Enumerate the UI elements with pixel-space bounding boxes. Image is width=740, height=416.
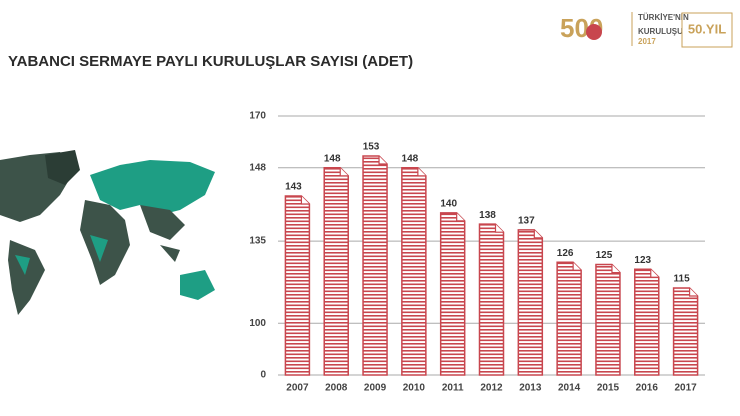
bar-fold [650,269,659,278]
bar [634,268,660,376]
y-tick-label: 100 [249,318,266,329]
x-tick-label: 2007 [286,383,309,394]
logo-mark [586,24,602,40]
value-label: 148 [324,153,341,164]
bar-fold [300,195,310,205]
x-tick-label: 2012 [480,383,503,394]
x-tick-label: 2015 [597,383,620,394]
x-tick-label: 2010 [403,383,426,394]
bar [439,212,466,376]
bar-fold [417,167,426,177]
value-label: 138 [479,210,496,221]
x-tick-label: 2017 [674,383,697,394]
logo-year: 2017 [638,37,656,46]
logo-text: KURULUŞU [638,27,683,36]
logo-text: TÜRKİYE'NİN [638,13,689,22]
x-tick-label: 2014 [558,383,581,394]
bar [323,167,349,376]
value-label: 143 [285,182,302,193]
x-tick-label: 2013 [519,383,542,394]
bar [478,223,505,376]
y-tick-label: 170 [249,111,266,122]
bar-fold [611,264,620,274]
value-label: 137 [518,215,535,226]
value-label: 148 [402,153,419,164]
value-label: 126 [557,248,574,259]
bar-fold [688,288,698,297]
y-tick-label: 148 [249,162,266,173]
logo-badge-text: 50.YIL [688,21,726,36]
value-label: 115 [674,274,691,285]
chart-title: YABANCI SERMAYE PAYLI KURULUŞLAR SAYISI … [8,53,413,70]
x-tick-label: 2008 [325,383,348,394]
bar [595,263,621,376]
bar [517,229,544,376]
y-tick-label: 135 [249,236,266,247]
x-tick-label: 2011 [442,383,464,394]
value-label: 125 [596,250,613,261]
bar-fold [572,262,582,271]
x-tick-label: 2016 [636,383,659,394]
value-label: 140 [440,199,457,210]
bar-fold [494,224,504,233]
y-tick-label: 0 [260,370,266,381]
bar [284,195,311,376]
world-map [0,150,215,315]
logo: 500 TÜRKİYE'NİN KURULUŞU 2017 50.YIL [560,12,733,48]
bar-fold [378,156,388,165]
bar [401,167,427,376]
bar-fold [533,229,543,239]
x-tick-label: 2009 [364,383,387,394]
logo-badge [681,12,733,48]
bar [362,155,388,376]
bar [556,261,582,376]
value-label: 123 [634,255,651,266]
bar-fold [339,167,349,177]
bar-fold [456,212,465,222]
bar [672,287,699,376]
value-label: 153 [363,142,380,153]
